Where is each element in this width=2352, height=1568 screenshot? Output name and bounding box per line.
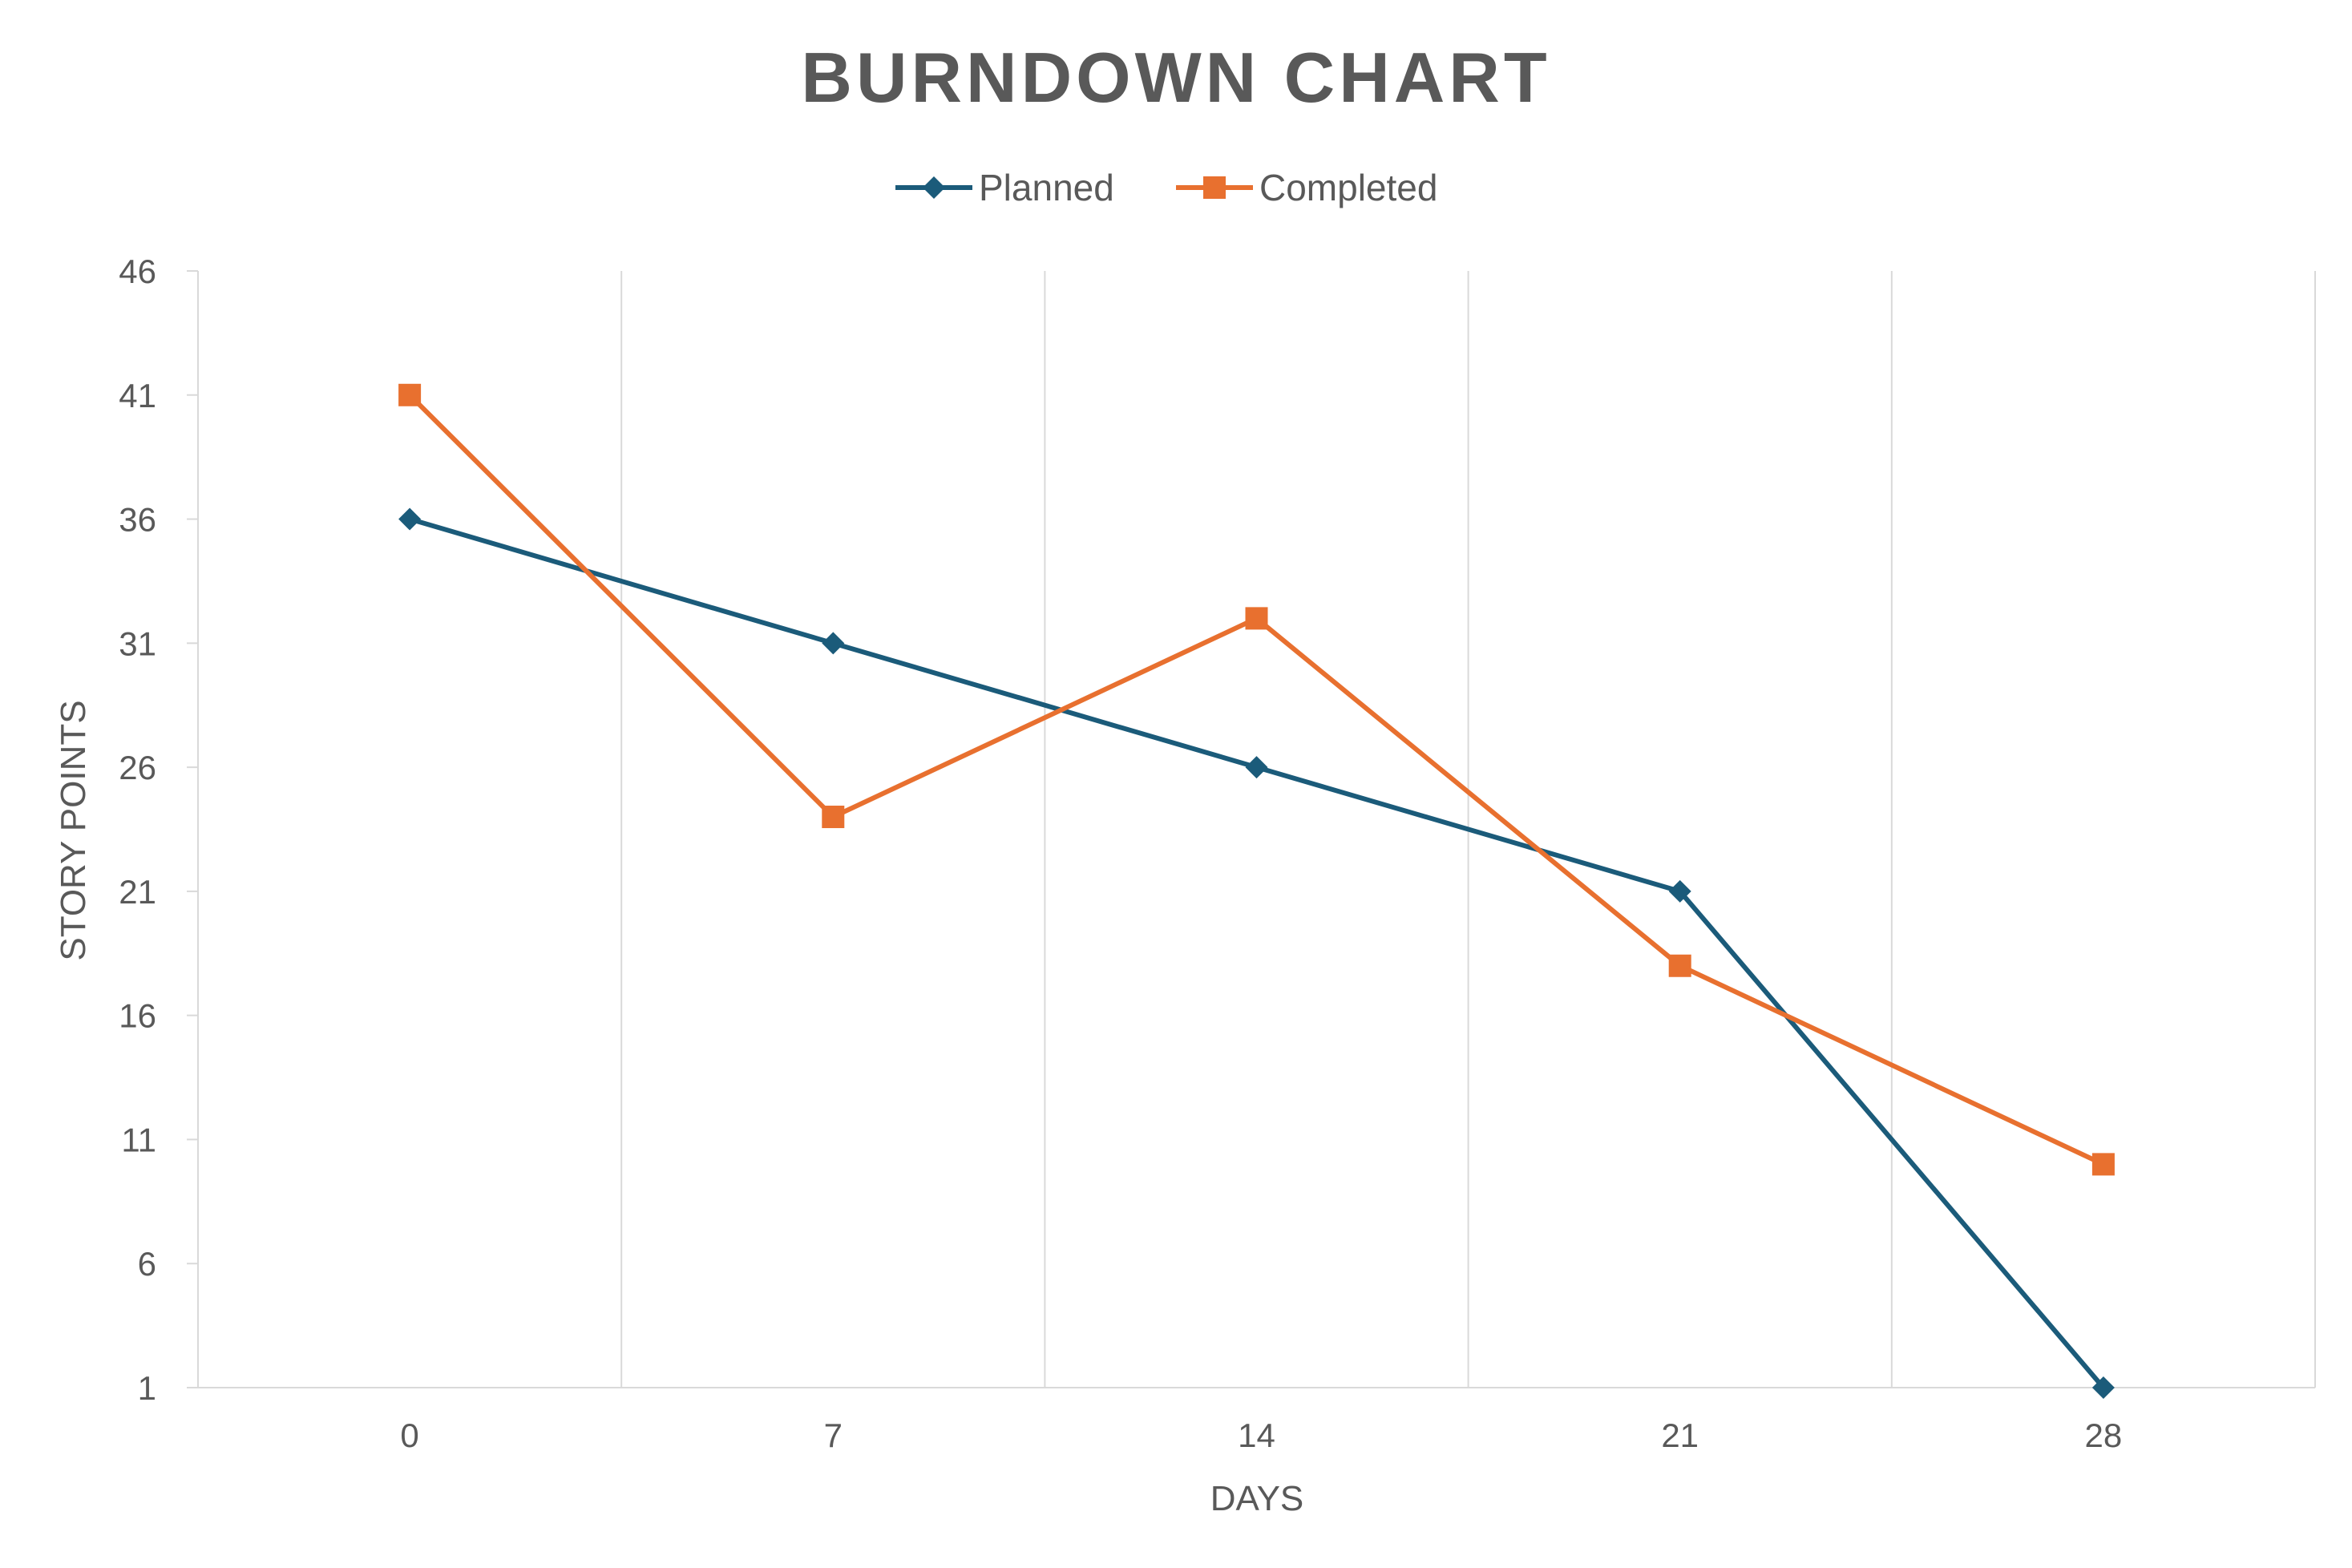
series-completed-point [2091,1153,2115,1176]
y-tick-label: 41 [119,377,156,414]
series-completed-point [1245,607,1268,630]
y-tick-label: 1 [138,1369,156,1407]
series-completed-line [407,392,2106,1167]
chart-title: BURNDOWN CHART [801,38,1550,117]
legend-swatch-marker [923,176,945,199]
y-tick-label: 16 [119,997,156,1035]
series-planned-point [398,507,422,531]
series-completed-point [822,806,845,829]
legend-label-planned: Planned [979,167,1114,208]
legend: Planned Completed [895,167,1437,208]
y-axis-title: STORY POINTS [54,700,93,960]
series-planned-point [1245,756,1268,779]
y-tick-label: 46 [119,253,156,290]
series-completed-point [1668,954,1691,977]
series-completed-point [398,383,422,406]
series-planned-point [1668,879,1691,903]
series-planned [398,507,2115,1399]
y-tick-label: 11 [121,1121,156,1158]
y-tick-label: 36 [119,501,156,539]
x-tick-label: 21 [1661,1416,1699,1454]
x-axis-ticks: 0 7 14 21 28 [400,1416,2122,1454]
axes [197,271,2315,1388]
x-tick-label: 0 [400,1416,418,1454]
x-tick-label: 7 [824,1416,843,1454]
series-planned-point [822,632,845,655]
x-tick-label: 14 [1238,1416,1275,1454]
series-completed [398,383,2115,1176]
legend-swatch-marker [1203,176,1226,199]
series-planned-point [2091,1376,2115,1399]
legend-label-completed: Completed [1259,167,1437,208]
y-tick-label: 6 [138,1245,156,1283]
y-tick-label: 21 [119,873,156,911]
y-tick-label: 31 [119,624,156,662]
legend-item-completed: Completed [1176,167,1437,208]
series-group [398,383,2115,1399]
y-tick-label: 26 [119,749,156,786]
legend-item-planned: Planned [895,167,1114,208]
x-tick-label: 28 [2085,1416,2123,1454]
x-axis-title: DAYS [1210,1479,1304,1518]
